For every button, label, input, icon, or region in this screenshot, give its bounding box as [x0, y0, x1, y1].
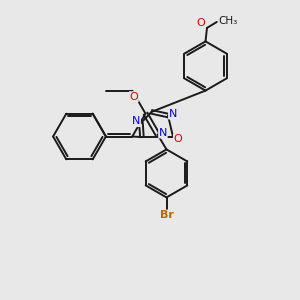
Text: N: N — [169, 109, 177, 119]
Text: Br: Br — [160, 210, 174, 220]
Text: O: O — [196, 18, 206, 28]
Text: O: O — [129, 92, 138, 102]
Text: N: N — [159, 128, 167, 138]
Text: O: O — [173, 134, 182, 145]
Text: CH₃: CH₃ — [218, 16, 238, 26]
Text: N: N — [132, 116, 140, 127]
